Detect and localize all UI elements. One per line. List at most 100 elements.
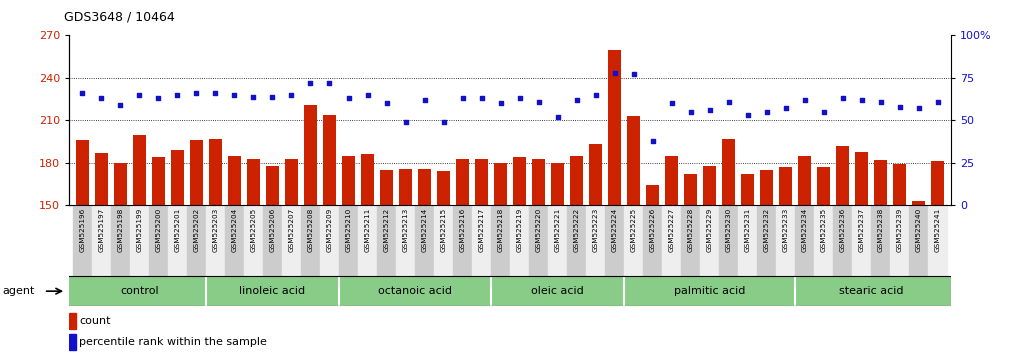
Point [796,97,813,103]
Text: control: control [120,286,159,296]
Bar [168,205,187,276]
Bar [836,146,849,205]
Point [94,96,110,101]
Point [682,109,699,115]
Text: GSM525213: GSM525213 [403,207,409,252]
Bar [95,153,108,205]
Point [112,102,128,108]
Bar [475,159,488,205]
Bar [874,160,887,205]
Bar [608,50,621,205]
Bar [929,205,947,276]
Bar [491,205,510,276]
Bar [111,205,130,276]
Bar [570,156,583,205]
Point [834,96,850,101]
Point [930,99,946,104]
Text: GSM525225: GSM525225 [631,207,637,252]
Bar [890,205,909,276]
Bar [399,169,412,205]
Bar [208,139,222,205]
Point [188,90,204,96]
Bar [741,174,755,205]
Bar [760,170,773,205]
Bar [415,205,434,276]
Bar [567,205,586,276]
Bar [228,156,241,205]
Point [378,101,395,106]
Bar [148,205,168,276]
Bar [586,205,605,276]
Bar [358,205,377,276]
Text: GSM525236: GSM525236 [840,207,845,252]
Bar [626,116,640,205]
Text: GDS3648 / 10464: GDS3648 / 10464 [64,11,175,24]
Bar [263,205,282,276]
Text: oleic acid: oleic acid [531,286,584,296]
Text: GSM525214: GSM525214 [421,207,427,252]
Bar [643,205,662,276]
Bar [510,205,529,276]
Point [284,92,300,98]
Point [910,105,926,111]
Text: GSM525231: GSM525231 [744,207,751,252]
Point [207,90,224,96]
Text: GSM525240: GSM525240 [915,207,921,252]
Text: GSM525204: GSM525204 [232,207,238,252]
Text: GSM525233: GSM525233 [782,207,788,252]
Bar [795,205,814,276]
Text: GSM525212: GSM525212 [383,207,390,252]
Text: GSM525228: GSM525228 [687,207,694,252]
Text: GSM525201: GSM525201 [175,207,180,252]
Bar [69,334,76,350]
Bar [73,205,92,276]
Bar [494,163,507,205]
Bar [551,163,564,205]
Bar [453,205,472,276]
Bar [76,140,89,205]
Text: GSM525232: GSM525232 [764,207,770,252]
Point [739,113,756,118]
Text: GSM525203: GSM525203 [213,207,219,252]
Bar [779,167,792,205]
Text: GSM525223: GSM525223 [593,207,599,252]
Text: percentile rank within the sample: percentile rank within the sample [79,337,267,347]
Text: GSM525206: GSM525206 [270,207,276,252]
Text: GSM525218: GSM525218 [497,207,503,252]
Point [892,104,908,110]
Text: GSM525241: GSM525241 [935,207,941,252]
Bar [912,201,925,205]
Bar [589,144,602,205]
Text: count: count [79,316,111,326]
Bar [529,205,548,276]
Bar [548,205,567,276]
Bar [301,205,320,276]
Point [131,92,147,98]
Bar [282,205,301,276]
Point [151,96,167,101]
Point [759,109,775,115]
Text: GSM525234: GSM525234 [801,207,807,252]
Bar [225,205,244,276]
Bar [662,205,681,276]
Bar [719,205,738,276]
Bar [152,157,165,205]
Bar [681,205,700,276]
Point [321,80,338,86]
Text: GSM525237: GSM525237 [858,207,864,252]
Point [473,96,489,101]
Point [569,97,585,103]
Point [512,96,528,101]
Point [873,99,889,104]
Bar [893,164,906,205]
Text: GSM525199: GSM525199 [136,207,142,252]
Bar [114,163,127,205]
Point [720,99,736,104]
Bar [190,140,203,205]
Point [74,90,91,96]
Point [625,72,642,77]
Text: GSM525210: GSM525210 [346,207,352,252]
Bar [171,150,184,205]
Point [455,96,471,101]
Bar [434,205,453,276]
